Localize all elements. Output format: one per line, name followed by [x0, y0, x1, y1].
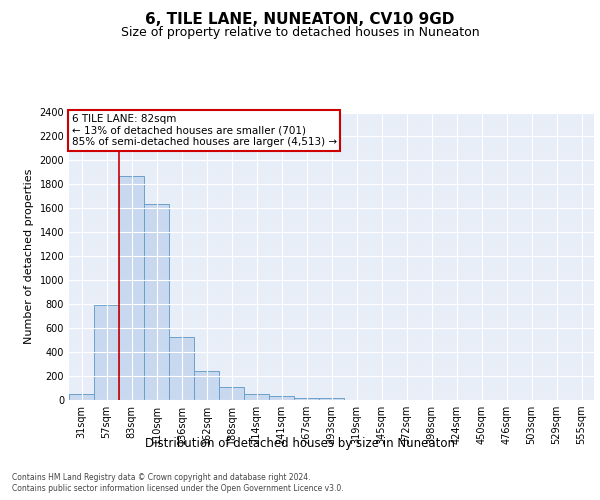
Bar: [269, 396, 294, 400]
Bar: [294, 398, 319, 400]
Text: Contains public sector information licensed under the Open Government Licence v3: Contains public sector information licen…: [12, 484, 344, 493]
Bar: [319, 398, 344, 400]
Bar: [169, 336, 194, 400]
Y-axis label: Number of detached properties: Number of detached properties: [24, 168, 34, 344]
Text: 6 TILE LANE: 82sqm
← 13% of detached houses are smaller (701)
85% of semi-detach: 6 TILE LANE: 82sqm ← 13% of detached hou…: [71, 114, 337, 147]
Bar: [94, 306, 119, 400]
Bar: [144, 204, 169, 400]
Bar: [244, 394, 269, 400]
Text: 6, TILE LANE, NUNEATON, CV10 9GD: 6, TILE LANE, NUNEATON, CV10 9GD: [145, 12, 455, 28]
Bar: [69, 394, 94, 400]
Text: Size of property relative to detached houses in Nuneaton: Size of property relative to detached ho…: [121, 26, 479, 39]
Text: Distribution of detached houses by size in Nuneaton: Distribution of detached houses by size …: [145, 438, 455, 450]
Bar: [119, 176, 144, 400]
Text: Contains HM Land Registry data © Crown copyright and database right 2024.: Contains HM Land Registry data © Crown c…: [12, 472, 311, 482]
Bar: [219, 387, 244, 400]
Bar: [194, 371, 219, 400]
